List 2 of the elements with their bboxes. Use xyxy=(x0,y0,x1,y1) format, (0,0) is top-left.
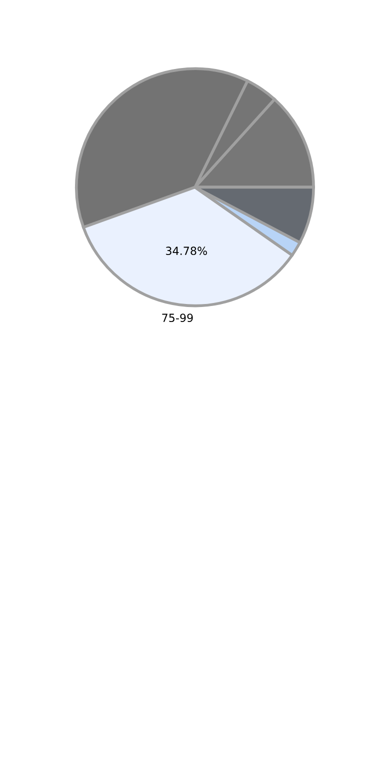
data-label: 34.78% xyxy=(166,246,207,256)
slice-label: 75-99 xyxy=(162,314,193,322)
